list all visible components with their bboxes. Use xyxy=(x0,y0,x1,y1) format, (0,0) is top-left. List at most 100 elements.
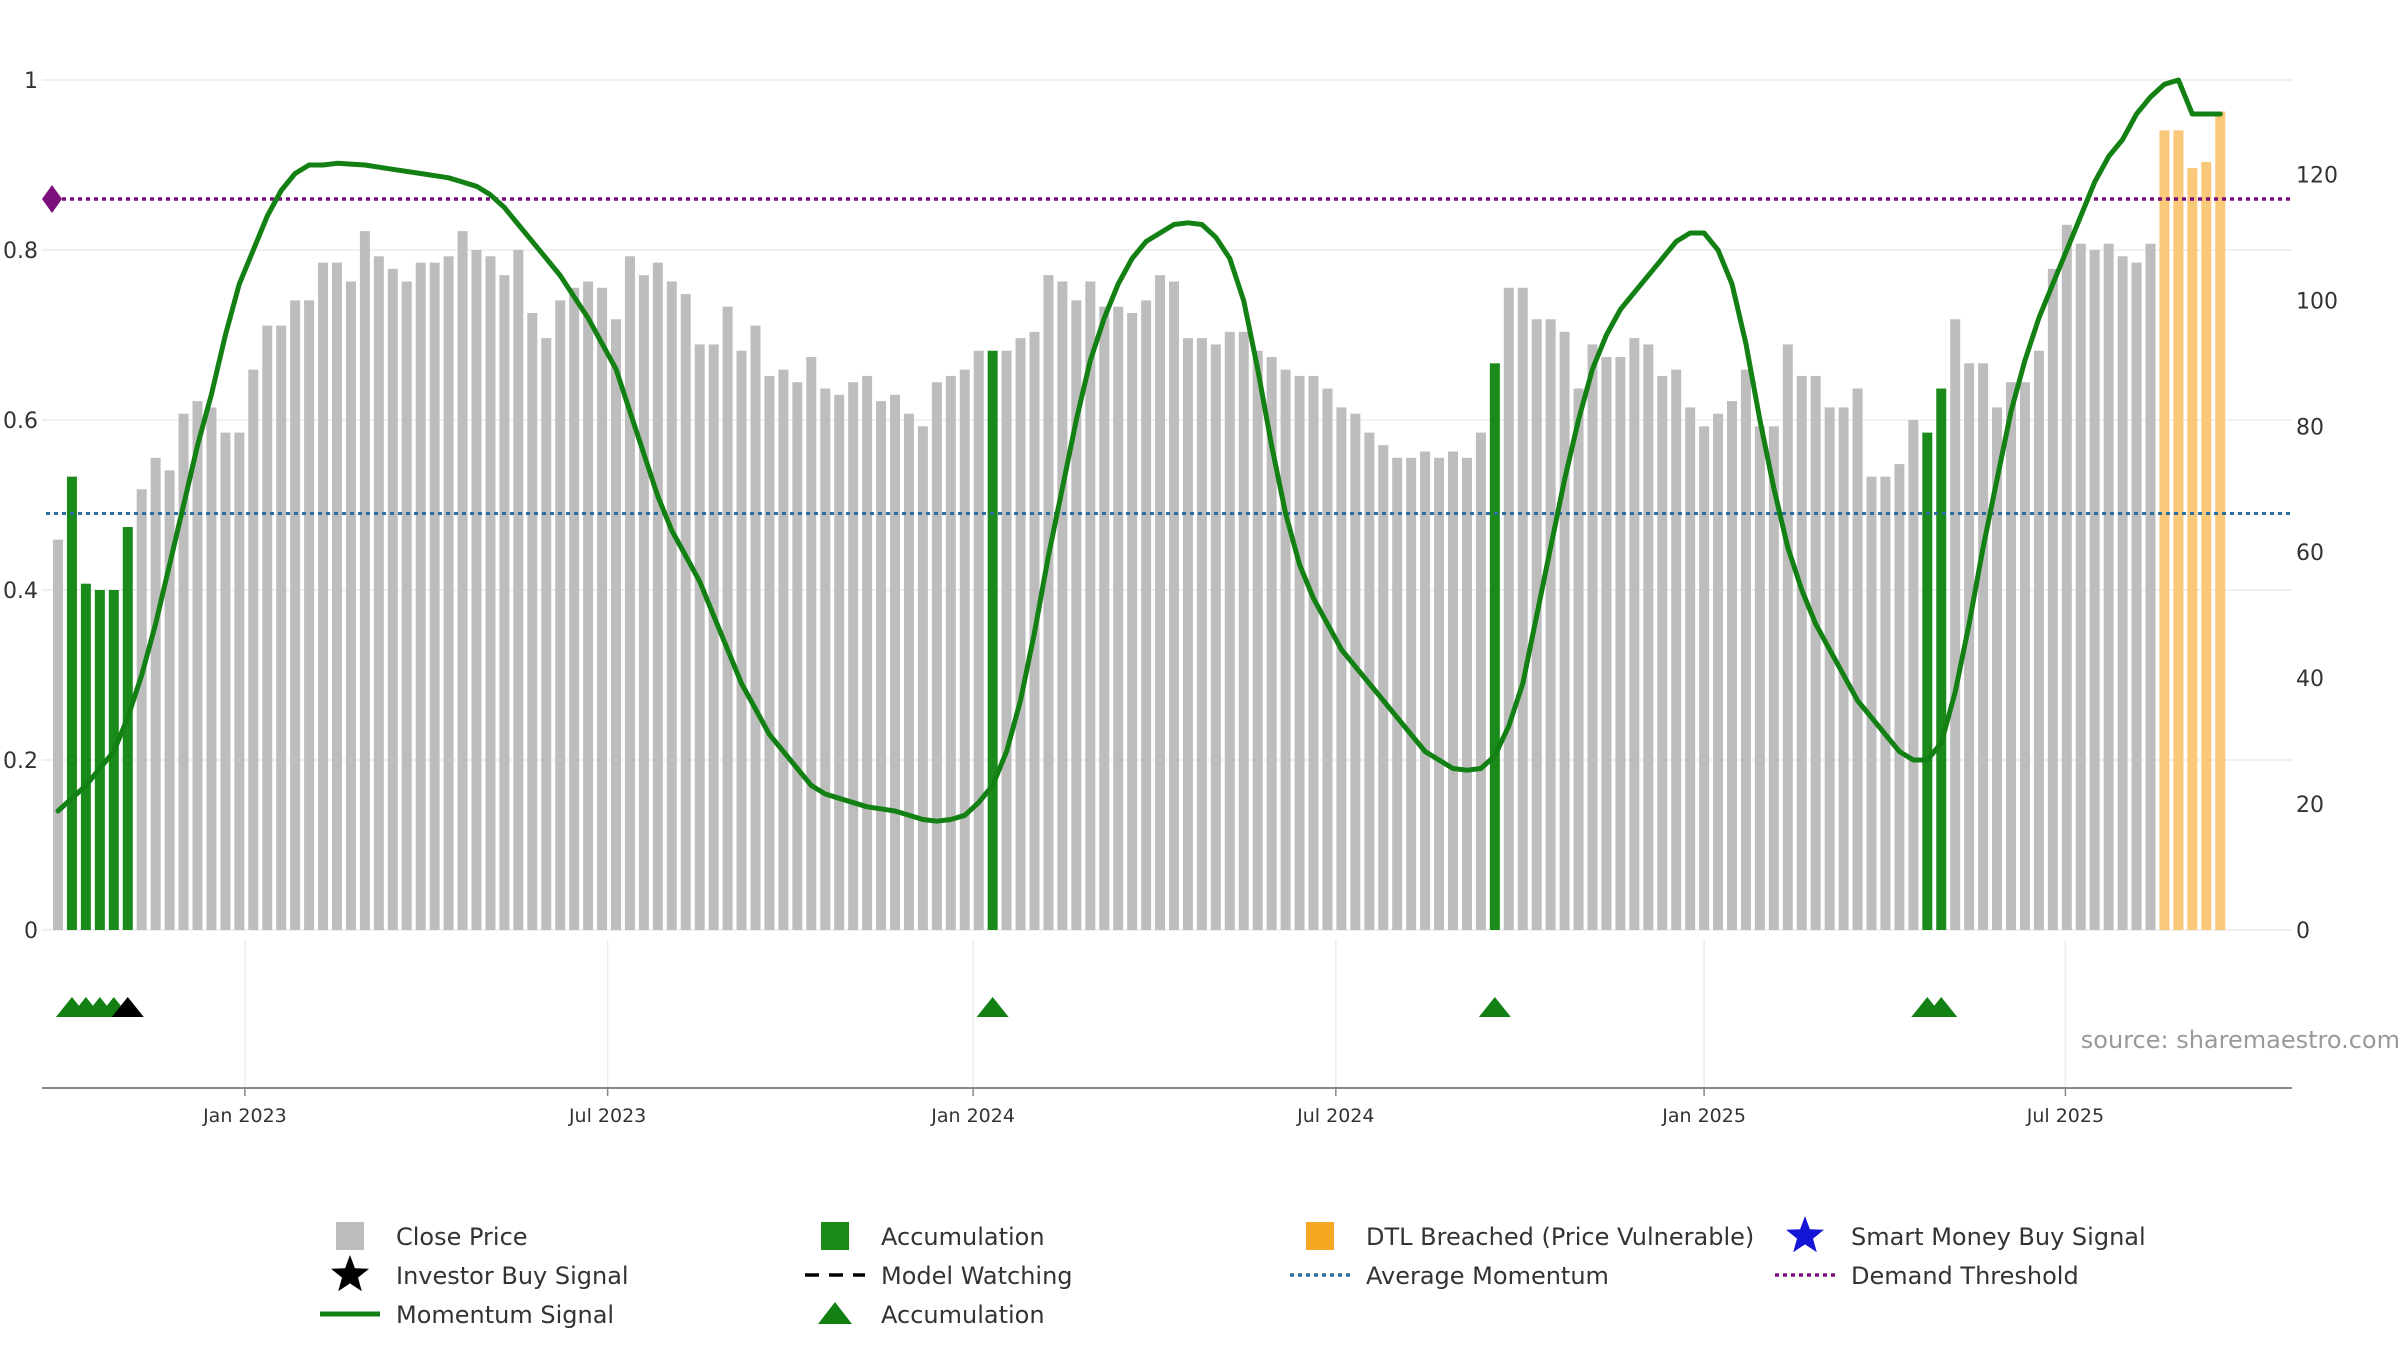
close-price-bar xyxy=(1727,401,1737,931)
close-price-bar xyxy=(722,306,733,931)
close-price-bar xyxy=(736,350,747,931)
legend-item: Accumulation xyxy=(821,1222,1045,1251)
legend-star-icon xyxy=(331,1255,369,1292)
close-price-bar xyxy=(1169,281,1179,931)
close-price-bar xyxy=(53,539,63,930)
legend-item: Close Price xyxy=(336,1222,528,1251)
close-price-bar xyxy=(806,357,817,930)
accumulation-bar xyxy=(94,590,105,930)
close-price-bar xyxy=(1378,445,1389,930)
close-price-bar xyxy=(1754,426,1765,930)
close-price-bar xyxy=(304,300,315,930)
close-price-bar xyxy=(2019,382,2030,930)
close-price-bar xyxy=(1601,357,1612,930)
right-axis-tick-label: 80 xyxy=(2296,415,2324,440)
close-price-bar xyxy=(248,369,259,930)
left-axis-tick-label: 0 xyxy=(24,919,38,944)
right-axis-tick-label: 20 xyxy=(2296,793,2324,818)
left-axis-tick-label: 0.2 xyxy=(3,749,38,774)
price-bars xyxy=(53,111,2226,931)
dtl-breached-bar xyxy=(2173,130,2184,931)
close-price-bar xyxy=(2103,243,2114,930)
close-price-bar xyxy=(834,394,845,930)
x-axis-tick-label: Jul 2023 xyxy=(568,1105,646,1127)
close-price-bar xyxy=(262,325,273,930)
legend: Close Price Accumulation DTL Breached (Pri… xyxy=(320,1216,2146,1329)
legend-star-icon xyxy=(1786,1216,1824,1253)
close-price-bar xyxy=(1517,287,1528,930)
accumulation-bar xyxy=(987,350,998,931)
left-axis-tick-label: 0.6 xyxy=(3,409,38,434)
accumulation-marker xyxy=(976,997,1009,1017)
close-price-bar xyxy=(1113,306,1124,931)
close-price-bar xyxy=(373,256,384,931)
close-price-bar xyxy=(1085,281,1096,931)
close-price-bar xyxy=(708,344,719,930)
accumulation-bar xyxy=(1922,432,1933,930)
dtl-breached-bar xyxy=(2187,168,2198,931)
close-price-bar xyxy=(387,268,398,930)
demand-threshold-marker xyxy=(42,185,62,213)
x-axis-tick-label: Jan 2025 xyxy=(1661,1105,1746,1127)
close-price-bar xyxy=(150,457,161,930)
close-price-bar xyxy=(2075,243,2086,930)
legend-square-swatch xyxy=(336,1222,364,1250)
close-price-bar xyxy=(1057,281,1068,931)
dtl-breached-bar xyxy=(2215,111,2226,930)
close-price-bar xyxy=(290,300,301,930)
close-price-bar xyxy=(1699,426,1710,930)
accumulation-bar xyxy=(80,583,91,930)
close-price-bar xyxy=(513,250,524,930)
legend-triangle-icon xyxy=(818,1302,852,1324)
close-price-bar xyxy=(1127,312,1138,930)
momentum-signal-path xyxy=(55,77,2223,824)
close-price-bar xyxy=(2117,256,2128,931)
close-price-bar xyxy=(569,287,580,930)
investor-buy-marker xyxy=(111,997,144,1017)
legend-label: Smart Money Buy Signal xyxy=(1851,1223,2146,1251)
close-price-bar xyxy=(1824,407,1835,930)
legend-item: Demand Threshold xyxy=(1775,1262,2079,1290)
close-price-bar xyxy=(680,294,691,930)
close-price-bar xyxy=(1099,306,1110,931)
close-price-bar xyxy=(499,275,510,930)
close-price-bar xyxy=(945,375,956,931)
legend-label: Accumulation xyxy=(881,1223,1045,1251)
close-price-bar xyxy=(401,281,412,931)
close-price-bar xyxy=(234,432,245,930)
close-price-bar xyxy=(1657,375,1668,931)
accumulation-bar xyxy=(1936,388,1947,930)
close-price-bar xyxy=(1252,350,1263,931)
accumulation-marker xyxy=(1478,997,1511,1017)
close-price-bar xyxy=(1420,451,1431,930)
close-price-bar xyxy=(1950,319,1961,930)
close-price-bar xyxy=(485,256,496,931)
close-price-bar xyxy=(666,281,677,931)
close-price-bar xyxy=(1880,476,1891,930)
close-price-bar xyxy=(1810,375,1821,931)
dtl-breached-bar xyxy=(2159,130,2170,931)
close-price-bar xyxy=(973,350,984,931)
close-price-bar xyxy=(332,262,342,930)
close-price-bar xyxy=(876,401,887,931)
close-price-bar xyxy=(1838,407,1849,930)
close-price-bar xyxy=(1196,338,1207,930)
close-price-bar xyxy=(694,344,705,930)
close-price-bar xyxy=(457,231,468,931)
close-price-bar xyxy=(597,287,608,930)
close-price-bar xyxy=(1224,331,1235,931)
close-price-bar xyxy=(1322,388,1333,930)
close-price-bar xyxy=(276,325,287,930)
close-price-bar xyxy=(917,426,928,930)
close-price-bar xyxy=(778,369,789,930)
close-price-bar xyxy=(1740,369,1751,930)
close-price-bar xyxy=(1308,375,1319,931)
close-price-bar xyxy=(443,256,454,931)
close-price-bar xyxy=(1503,287,1514,930)
x-axis-tick-label: Jan 2023 xyxy=(202,1105,287,1127)
legend-label: DTL Breached (Price Vulnerable) xyxy=(1366,1223,1754,1251)
close-price-bar xyxy=(1545,319,1556,930)
close-price-bar xyxy=(1475,432,1486,930)
right-axis-tick-label: 120 xyxy=(2296,163,2338,188)
close-price-bar xyxy=(1155,275,1166,930)
